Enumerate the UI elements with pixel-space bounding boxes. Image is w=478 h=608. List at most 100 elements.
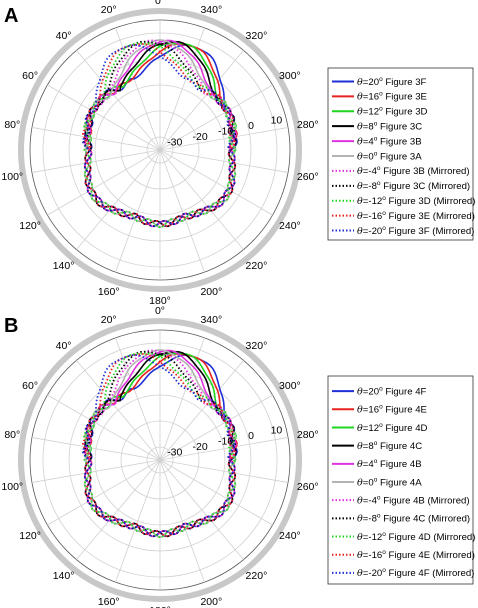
angular-grid-spoke [31, 149, 161, 173]
legend-entry: θ=-8o Figure 3C (Mirrored) [357, 180, 470, 192]
legend-entry: θ=4o Figure 3B [357, 135, 422, 147]
legend-entry: θ=-8o Figure 4C (Mirrored) [357, 513, 470, 525]
angle-tick-label: 160° [98, 596, 120, 608]
angle-tick-label: 60° [22, 70, 38, 82]
angle-tick-label: 300° [279, 380, 301, 392]
angle-tick-label: 340° [200, 4, 222, 16]
panel-label: B [4, 315, 18, 337]
angular-grid-spoke [47, 149, 161, 216]
legend-entry: θ=20o Figure 3F [357, 76, 427, 88]
angular-grid-spoke [159, 149, 273, 216]
legend-entry: θ=8o Figure 3C [357, 120, 422, 132]
angular-grid-spoke [115, 459, 161, 583]
angular-grid-spoke [76, 149, 161, 250]
angular-grid-spoke [159, 437, 289, 461]
angle-tick-label: 100° [1, 171, 23, 183]
legend-entry: θ=16o Figure 3E [357, 91, 427, 103]
legend-entry: θ=12o Figure 4D [357, 422, 428, 434]
series-line-8 [83, 352, 237, 539]
angular-grid-spoke [31, 437, 161, 461]
panel-b: B 0° 20° 40° 60° 80° 100° 120° 140° 160° 180° 200° 2… [1, 305, 475, 608]
angle-tick-label: 80° [4, 429, 20, 441]
series-line-10 [81, 44, 236, 228]
angular-grid-spoke [159, 459, 244, 560]
angle-tick-label: 100° [1, 481, 23, 493]
angle-tick-label: 280° [297, 429, 319, 441]
angular-grid-spoke [76, 459, 161, 560]
angle-tick-label: 260° [297, 481, 319, 493]
angle-tick-label: 260° [297, 171, 319, 183]
angular-grid-spoke [159, 50, 244, 151]
radial-tick-label: 10 [271, 115, 283, 127]
angle-tick-label: 300° [279, 70, 301, 82]
angular-grid-spoke [31, 127, 161, 151]
angle-tick-label: 80° [4, 119, 20, 131]
angular-grid-spoke [159, 149, 244, 250]
angle-tick-label: 320° [246, 340, 268, 352]
legend-entry: θ=-12o Figure 3D (Mirrored) [357, 195, 475, 207]
angle-tick-label: 180° [149, 605, 171, 608]
series-line-10 [81, 354, 236, 538]
angle-tick-label: 240° [279, 530, 301, 542]
angular-grid-spoke [76, 360, 161, 461]
angle-tick-label: 40° [56, 30, 72, 42]
angular-grid-spoke [159, 459, 289, 483]
legend-entry: θ=12o Figure 3D [357, 106, 428, 118]
radial-tick-label: 10 [271, 425, 283, 437]
angle-tick-label: 340° [200, 314, 222, 326]
angular-grid-spoke [47, 459, 161, 526]
angle-tick-label: 20° [101, 4, 117, 16]
radial-tick-label: -30 [167, 136, 182, 148]
angular-grid-spoke [159, 459, 273, 526]
angular-grid-spoke [76, 50, 161, 151]
angle-tick-label: 160° [98, 286, 120, 298]
angular-grid-spoke [159, 149, 289, 173]
angle-tick-label: 120° [19, 220, 41, 232]
angular-grid-spoke [159, 394, 273, 461]
legend-entry: θ=-12o Figure 4D (Mirrored) [357, 531, 475, 543]
legend-entry: θ=-20o Figure 4F (Mirrored) [357, 567, 474, 579]
angle-tick-label: 320° [246, 30, 268, 42]
angular-grid-spoke [159, 459, 205, 583]
legend-entry: θ=-20o Figure 3F (Mirrored) [357, 225, 474, 237]
angle-tick-label: 40° [56, 340, 72, 352]
angle-tick-label: 140° [53, 260, 75, 272]
angular-grid-spoke [31, 459, 161, 483]
radial-tick-label: -20 [193, 131, 208, 143]
angular-grid-spoke [115, 337, 161, 461]
legend-entry: θ=8o Figure 4C [357, 440, 422, 452]
angular-grid-spoke [159, 127, 289, 151]
legend-entry: θ=0o Figure 4A [357, 476, 422, 488]
legend-entry: θ=-4o Figure 3B (Mirrored) [357, 165, 470, 177]
angle-tick-label: 220° [246, 260, 268, 272]
angle-tick-label: 180° [149, 295, 171, 307]
angular-grid-spoke [159, 84, 273, 151]
angle-tick-label: 20° [101, 314, 117, 326]
angle-tick-label: 60° [22, 380, 38, 392]
angular-grid-spoke [115, 149, 161, 273]
legend-entry: θ=16o Figure 4E [357, 404, 427, 416]
angle-tick-label: 220° [246, 570, 268, 582]
legend-entry: θ=0o Figure 3A [357, 150, 422, 162]
radial-tick-label: -30 [167, 446, 182, 458]
legend-box [327, 375, 474, 585]
panel-a: A 0° 20° 40° 60° 80° 100° 120° 140° 160° 180° 200° 2… [1, 0, 475, 307]
radial-tick-label: 0 [248, 430, 254, 442]
legend-entry: θ=20o Figure 4F [357, 385, 427, 397]
angular-grid-spoke [159, 360, 244, 461]
angular-grid-spoke [159, 149, 205, 273]
legend: θ=20o Figure 4F θ=16o Figure 4E θ=12o Figu… [327, 375, 475, 585]
angular-grid-spoke [115, 27, 161, 151]
angular-grid-spoke [47, 394, 161, 461]
legend-entry: θ=-16o Figure 3E (Mirrored) [357, 210, 475, 222]
legend: θ=20o Figure 3F θ=16o Figure 3E θ=12o Figu… [327, 67, 475, 241]
angle-tick-label: 200° [200, 286, 222, 298]
legend-entry: θ=-16o Figure 4E (Mirrored) [357, 549, 475, 561]
radial-tick-label: -10 [218, 435, 233, 447]
angle-tick-label: 0° [155, 0, 165, 7]
angle-tick-label: 140° [53, 570, 75, 582]
legend-entry: θ=-4o Figure 4B (Mirrored) [357, 494, 470, 506]
angle-tick-label: 240° [279, 220, 301, 232]
radial-tick-label: -20 [193, 441, 208, 453]
